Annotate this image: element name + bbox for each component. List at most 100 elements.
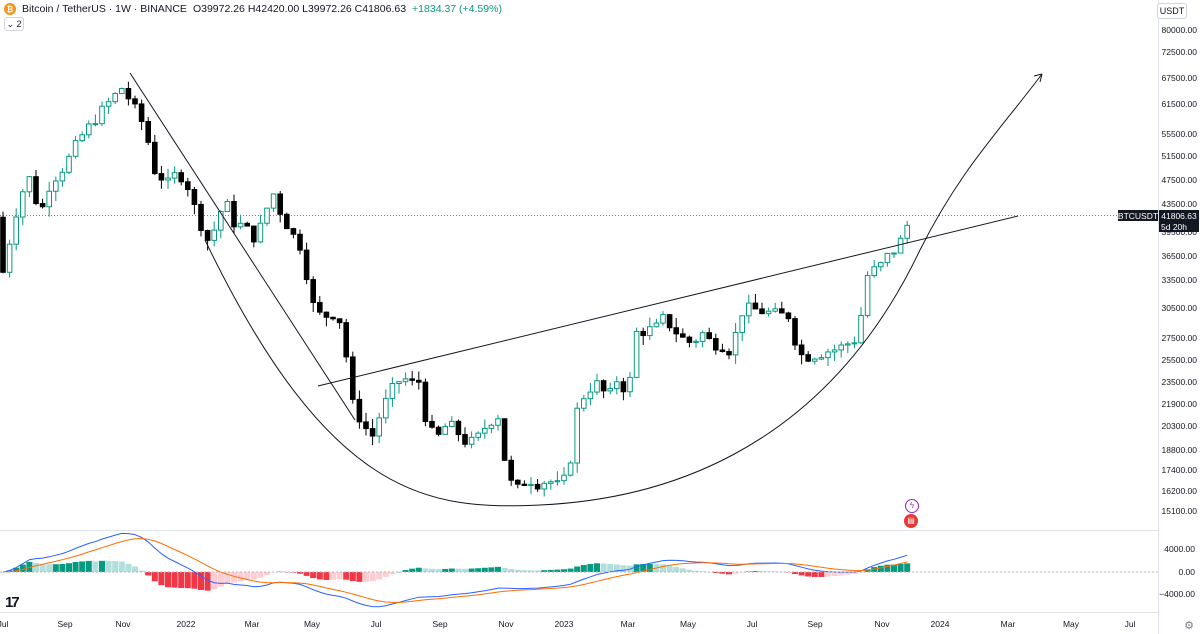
arrow-head [1033, 73, 1043, 83]
macd-histogram-bar [904, 563, 911, 572]
candle-down [422, 381, 429, 422]
candle-down [369, 428, 376, 437]
macd-histogram-bar [138, 570, 145, 572]
macd-histogram-bar [739, 572, 746, 573]
macd-histogram-bar [191, 572, 198, 589]
candle-down [323, 311, 330, 318]
price-axis-label: 36500.00 [1162, 251, 1198, 261]
candle-up [105, 101, 112, 107]
candle-down [251, 225, 257, 243]
candle-up [838, 344, 845, 351]
candle-down [297, 233, 303, 251]
price-axis-label: 23500.00 [1162, 377, 1198, 387]
candle-down [132, 98, 138, 105]
macd-histogram-bar [171, 572, 178, 588]
candle-up [554, 480, 561, 483]
candle-up [53, 180, 59, 192]
trendline-resistance[interactable] [317, 215, 1019, 387]
macd-histogram-bar [891, 564, 897, 572]
cup-curve-drawing[interactable] [204, 73, 1043, 507]
tradingview-logo[interactable]: 17 [5, 594, 20, 611]
symbol-title[interactable]: Bitcoin / TetherUS · 1W · BINANCE [22, 3, 187, 15]
price-axis-label: 21900.00 [1162, 399, 1198, 409]
macd-histogram-bar [303, 572, 310, 576]
collapse-indicators-button[interactable]: ⌄ 2 [4, 17, 24, 31]
symbol-tag [1118, 210, 1158, 221]
flash-icon[interactable]: ϟ [905, 499, 919, 513]
macd-histogram-bar [613, 564, 620, 572]
candles-layer [0, 81, 911, 497]
trendline-downtrend[interactable] [129, 72, 356, 421]
candle-up [79, 134, 86, 142]
macd-histogram-bar [330, 572, 336, 580]
macd-histogram-bar [514, 569, 521, 572]
macd-histogram-bar [534, 570, 541, 572]
time-axis-label: Jul [747, 619, 758, 629]
indicator-axis-label: −4000.00 [1159, 589, 1195, 599]
bitcoin-logo-icon: ₿ [4, 3, 16, 15]
currency-button[interactable]: USDT [1157, 3, 1187, 19]
macd-histogram-bar [528, 570, 534, 572]
macd-histogram-bar [772, 571, 779, 572]
macd-histogram-bar [475, 568, 482, 572]
candle-up [818, 357, 825, 360]
candle-down [779, 308, 785, 314]
candle-down [152, 141, 158, 175]
macd-histogram-bar [633, 564, 640, 572]
macd-histogram-bar [402, 570, 409, 572]
macd-histogram-bar [693, 570, 699, 572]
candle-up [482, 427, 488, 434]
ohlc-values: O39972.26 H42420.00 L39972.26 C41806.63 [192, 3, 407, 15]
macd-histogram-bar [389, 572, 396, 575]
macd-histogram-bar [864, 569, 871, 572]
macd-histogram-bar [620, 565, 627, 572]
macd-histogram-bar [897, 564, 904, 572]
candle-up [594, 380, 600, 393]
signal-line [2, 538, 908, 603]
last-price-text: 41806.63 [1161, 211, 1197, 221]
macd-histogram-bar [26, 561, 33, 572]
macd-line [2, 532, 908, 608]
us-flag-icon[interactable]: ▤ [904, 514, 918, 528]
macd-histogram-bar [805, 572, 812, 577]
candle-up [376, 417, 382, 437]
gear-icon[interactable]: ⚙ [1184, 620, 1194, 632]
indicator-axis[interactable]: 4000.00 0.00 −4000.00 [1159, 544, 1195, 599]
candle-up [884, 252, 891, 264]
candle-down [706, 332, 713, 340]
time-axis-label: Mar [245, 619, 260, 629]
candle-down [178, 172, 184, 183]
macd-histogram-bar [59, 564, 66, 572]
macd-histogram-bar [660, 564, 666, 572]
candle-up [587, 391, 594, 400]
candle-down [125, 87, 132, 100]
macd-histogram-bar [250, 572, 257, 580]
candle-up [112, 93, 119, 103]
macd-histogram-bar [792, 572, 798, 575]
price-axis[interactable]: 80000.00 72500.00 67500.00 61500.00 55500.00… [1162, 25, 1198, 516]
candle-up [897, 237, 904, 254]
candle-up [627, 376, 633, 393]
candle-down [462, 434, 468, 445]
time-axis-label: Nov [498, 619, 514, 629]
macd-histogram-bar [521, 570, 528, 572]
candle-down [515, 479, 521, 485]
time-axis-label: Jul [1125, 619, 1136, 629]
candle-down [673, 327, 680, 335]
candle-down [191, 189, 198, 205]
candle-down [726, 351, 732, 356]
macd-histogram-bar [224, 572, 231, 584]
macd-histogram-bar [283, 572, 290, 573]
macd-histogram-bar [462, 568, 468, 572]
macd-histogram-bar [574, 566, 581, 572]
candle-up [607, 388, 614, 392]
candle-up [488, 424, 495, 429]
time-axis-label: Sep [807, 619, 822, 629]
macd-histogram-bar [112, 561, 119, 572]
price-axis-label: 47500.00 [1162, 175, 1198, 185]
price-axis-label: 17400.00 [1162, 465, 1198, 475]
time-axis[interactable]: Jul Sep Nov 2022 Mar May Jul Sep Nov 2023 Mar May Ju… [0, 619, 1136, 629]
candle-down [521, 483, 528, 486]
macd-histogram-bar [13, 567, 20, 572]
